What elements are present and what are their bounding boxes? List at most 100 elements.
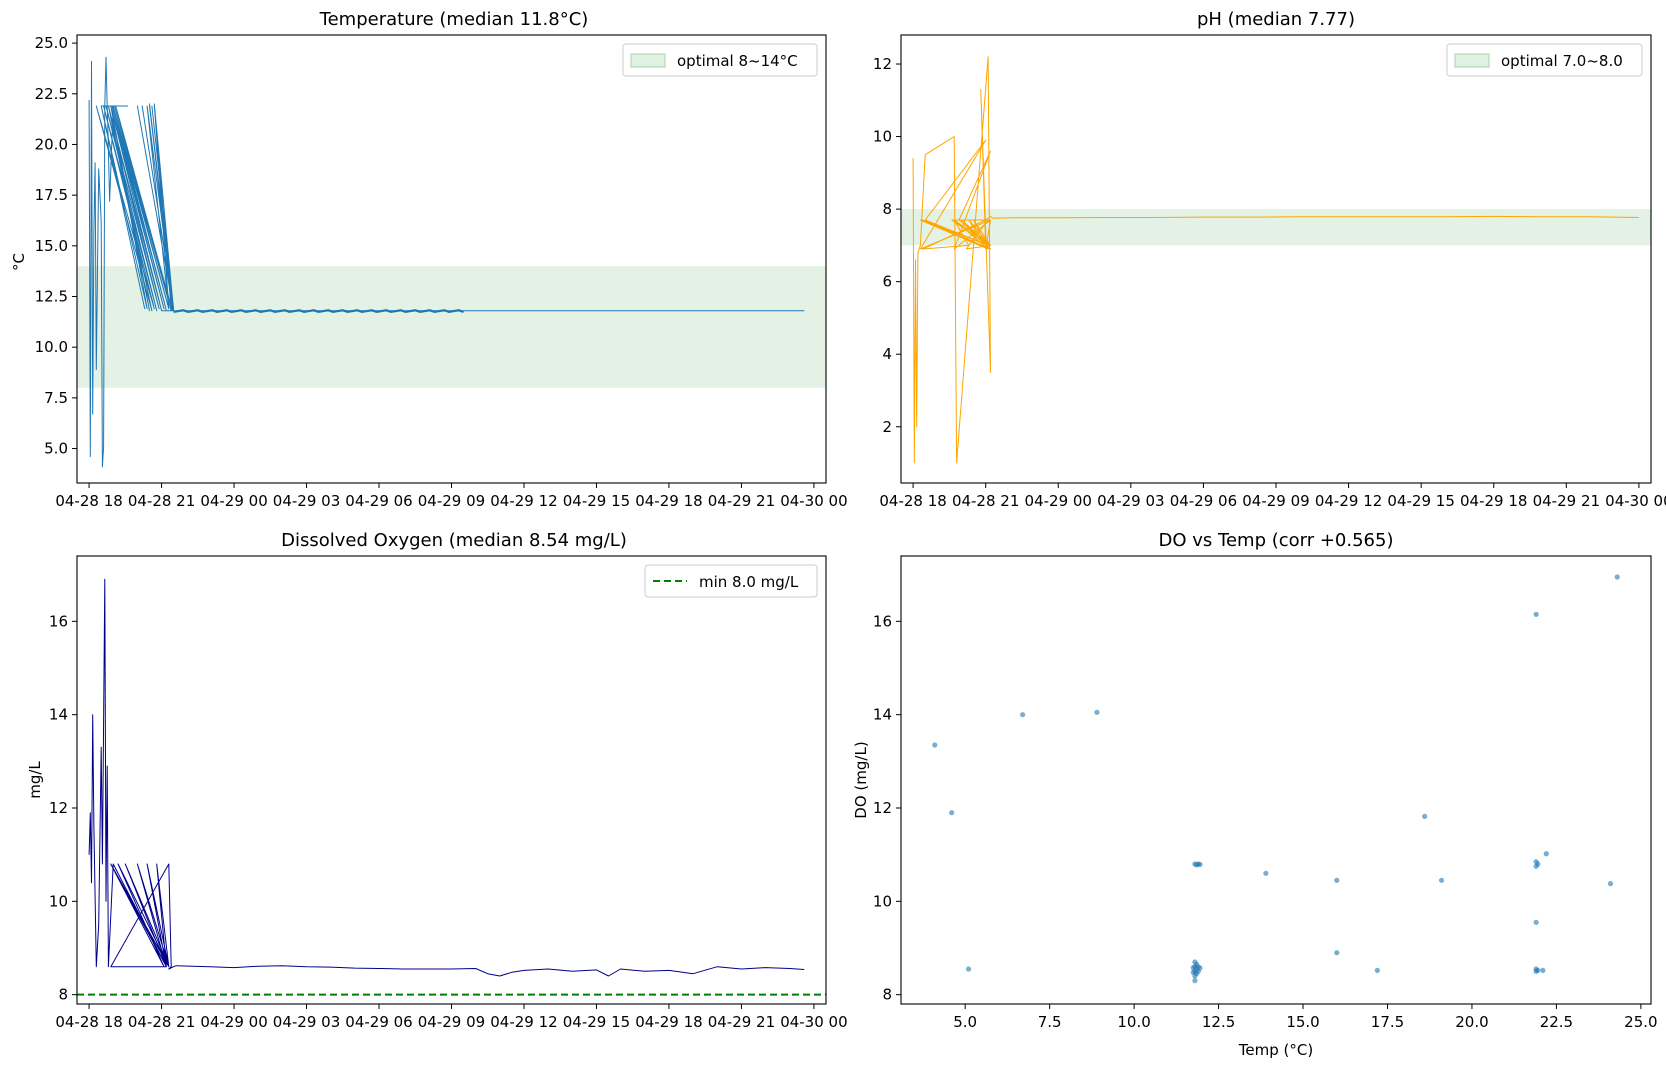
- scatter-point: [1190, 969, 1196, 975]
- scatter-plot-area: 8 10 12 14 16 5.0 7.5 10.0 12.5 15.0 17.5 20.0 22.5 2…: [873, 574, 1658, 1031]
- scatter-xtick-label: 7.5: [1038, 1013, 1062, 1031]
- temperature-xtick-label: 04-29 12: [490, 492, 557, 510]
- ph-legend-box: [1446, 43, 1643, 77]
- ph-ytick-label: 8: [882, 200, 892, 218]
- do-xtick-label: 04-29 09: [418, 1013, 485, 1031]
- ph-axes-frame: [900, 34, 1652, 484]
- ph-legend-label: optimal 7.0~8.0: [1501, 52, 1623, 70]
- ph-title: pH (median 7.77): [1197, 9, 1355, 30]
- temperature-ytick-label: 22.5: [35, 85, 68, 103]
- ph-series-line: [912, 56, 1639, 464]
- ph-ytick-label: 6: [882, 273, 892, 291]
- do-axes-frame: [76, 555, 827, 1005]
- scatter-point: [1197, 965, 1203, 971]
- ph-ytick-label: 12: [873, 55, 892, 73]
- temperature-xtick-label: 04-29 09: [418, 492, 485, 510]
- ph-xtick-label: 04-29 09: [1242, 492, 1309, 510]
- do-legend: min 8.0 mg/L: [644, 564, 818, 598]
- ph-xtick-label: 04-28 21: [952, 492, 1019, 510]
- scatter-ytick-label: 12: [873, 799, 892, 817]
- temperature-ytick-label: 15.0: [35, 237, 68, 255]
- scatter-ylabel: DO (mg/L): [852, 741, 870, 818]
- temperature-title: Temperature (median 11.8°C): [319, 9, 589, 30]
- scatter-point: [1263, 870, 1269, 876]
- do-xtick-label: 04-29 12: [490, 1013, 557, 1031]
- scatter-xtick-label: 12.5: [1202, 1013, 1235, 1031]
- scatter-title: DO vs Temp (corr +0.565): [1159, 530, 1394, 551]
- ph-xtick-label: 04-29 12: [1315, 492, 1382, 510]
- scatter-xtick-label: 5.0: [953, 1013, 977, 1031]
- scatter-point: [1607, 881, 1614, 887]
- scatter-xtick-label: 10.0: [1117, 1013, 1150, 1031]
- temperature-xtick-label: 04-29 06: [345, 492, 412, 510]
- scatter-point: [949, 810, 955, 816]
- ph-plot-area: 2 4 6 8 10 12 04-28 18 04-28 21 04-29 00 04-29 03…: [873, 55, 1666, 510]
- temperature-legend: optimal 8~14°C: [622, 43, 818, 77]
- do-legend-box: [644, 564, 818, 598]
- temperature-ytick-label: 7.5: [44, 389, 68, 407]
- ph-ytick-label: 2: [882, 418, 892, 436]
- temperature-plot-area: 5.0 7.5 10.0 12.5 15.0 17.5 20.0 22.5 25.0 04-28 …: [35, 34, 848, 510]
- temperature-xtick-label: 04-29 15: [563, 492, 630, 510]
- ph-ytick-label: 4: [882, 345, 892, 363]
- temperature-xtick-label: 04-29 21: [708, 492, 775, 510]
- do-legend-label: min 8.0 mg/L: [699, 573, 799, 591]
- temperature-xtick-label: 04-29 00: [200, 492, 267, 510]
- do-xtick-label: 04-29 15: [563, 1013, 630, 1031]
- do-title: Dissolved Oxygen (median 8.54 mg/L): [281, 530, 627, 551]
- scatter-point: [1438, 877, 1445, 883]
- temperature-ytick-label: 20.0: [35, 135, 68, 153]
- ph-legend-swatch: [1454, 53, 1490, 68]
- scatter-point: [932, 742, 938, 748]
- ph-xtick-label: 04-29 18: [1460, 492, 1527, 510]
- do-ytick-label: 10: [49, 892, 68, 910]
- temperature-ytick-label: 17.5: [35, 186, 68, 204]
- temperature-xtick-label: 04-28 21: [128, 492, 195, 510]
- do-ytick-label: 12: [49, 799, 68, 817]
- do-ylabel: mg/L: [26, 761, 44, 799]
- scatter-point: [1334, 877, 1340, 883]
- scatter-point: [1374, 967, 1380, 974]
- ph-xtick-label: 04-30 00: [1605, 492, 1666, 510]
- ph-ytick-label: 10: [873, 128, 892, 146]
- scatter-point: [1535, 967, 1541, 974]
- scatter-axes-frame: [900, 555, 1652, 1005]
- do-xtick-label: 04-29 21: [708, 1013, 775, 1031]
- scatter-point: [1533, 611, 1539, 617]
- do-panel: Dissolved Oxygen (median 8.54 mg/L) mg/L…: [26, 530, 848, 1031]
- do-ytick-label: 14: [49, 706, 68, 724]
- scatter-ytick-label: 8: [882, 986, 892, 1004]
- do-xtick-label: 04-28 21: [128, 1013, 195, 1031]
- temperature-xtick-label: 04-30 00: [780, 492, 847, 510]
- temperature-legend-box: [622, 43, 818, 77]
- scatter-point: [1094, 709, 1100, 715]
- scatter-point: [1614, 574, 1620, 580]
- do-xtick-label: 04-29 18: [635, 1013, 702, 1031]
- temperature-xtick-label: 04-28 18: [55, 492, 122, 510]
- temperature-xtick-label: 04-29 03: [273, 492, 340, 510]
- ph-xtick-label: 04-29 15: [1387, 492, 1454, 510]
- do-xtick-label: 04-29 06: [345, 1013, 412, 1031]
- scatter-point: [965, 966, 972, 972]
- ph-xtick-label: 04-29 03: [1097, 492, 1164, 510]
- do-xtick-label: 04-29 03: [273, 1013, 340, 1031]
- temperature-ytick-label: 10.0: [35, 338, 68, 356]
- temperature-ylabel: °C: [10, 253, 28, 271]
- temperature-axes-frame: [76, 34, 827, 484]
- ph-xtick-label: 04-29 00: [1025, 492, 1092, 510]
- temperature-dense-segment: [173, 309, 464, 314]
- scatter-point: [1533, 919, 1539, 925]
- temperature-ytick-label: 25.0: [35, 34, 68, 52]
- scatter-point: [1422, 813, 1428, 820]
- temperature-legend-swatch: [630, 53, 666, 68]
- scatter-xtick-label: 25.0: [1624, 1013, 1657, 1031]
- temperature-panel: Temperature (median 11.8°C) °C 5.0 7.5 10.…: [10, 9, 848, 510]
- scatter-ytick-label: 14: [873, 706, 892, 724]
- temperature-xtick-label: 04-29 18: [635, 492, 702, 510]
- temperature-optimal-band: [77, 266, 826, 388]
- do-xtick-label: 04-29 00: [200, 1013, 267, 1031]
- do-ytick-label: 16: [49, 612, 68, 630]
- ph-xtick-label: 04-29 21: [1533, 492, 1600, 510]
- scatter-point: [1535, 861, 1541, 867]
